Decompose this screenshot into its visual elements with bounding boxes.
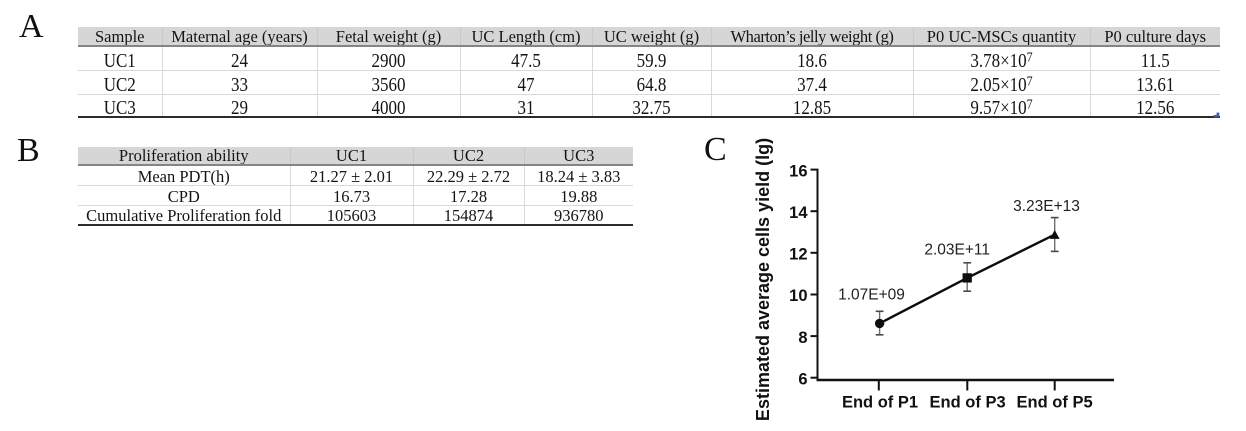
svg-text:16: 16 [789,162,807,180]
svg-text:6: 6 [798,370,807,388]
svg-text:8: 8 [798,329,807,347]
svg-text:1.07E+09: 1.07E+09 [838,286,905,303]
svg-text:14: 14 [789,204,808,222]
svg-text:End of P3: End of P3 [930,394,1006,412]
svg-text:End of P5: End of P5 [1017,394,1093,412]
svg-text:12: 12 [789,246,807,264]
svg-text:2.03E+11: 2.03E+11 [924,242,990,259]
svg-text:Estimated average cells yield: Estimated average cells yield (lg) [753,138,773,421]
svg-text:3.23E+13: 3.23E+13 [1013,198,1080,215]
svg-text:10: 10 [789,287,807,305]
svg-text:End of P1: End of P1 [842,394,918,412]
